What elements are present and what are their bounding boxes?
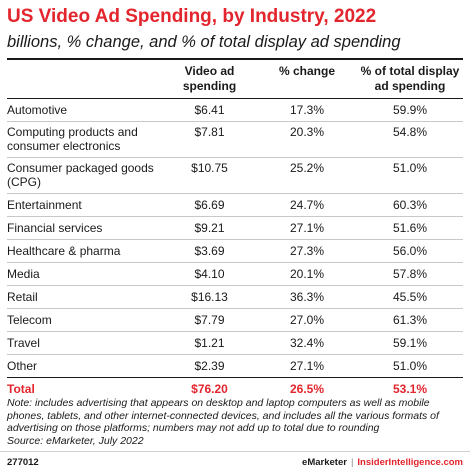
row-change: 25.2% (289, 161, 325, 175)
column-header-change: % change (278, 64, 335, 78)
note-text: Note: includes advertising that appears … (7, 397, 439, 434)
row-industry: Entertainment (7, 198, 82, 212)
brand-insider: InsiderIntelligence.com (357, 457, 463, 468)
row-industry: Media (7, 267, 40, 281)
table-row: Media $4.10 20.1% 57.8% (7, 263, 463, 286)
column-header-share: % of total display ad spending (360, 64, 460, 93)
table-row: Telecom $7.79 27.0% 61.3% (7, 309, 463, 332)
row-industry: Computing products and consumer electron… (7, 125, 138, 153)
row-industry: Other (7, 359, 38, 373)
table-row: Travel $1.21 32.4% 59.1% (7, 332, 463, 355)
footer-brand: eMarketer | InsiderIntelligence.com (302, 457, 463, 468)
row-industry: Retail (7, 290, 38, 304)
table-row: Other $2.39 27.1% 51.0% (7, 355, 463, 378)
row-change: 27.3% (289, 244, 325, 258)
table-row: Consumer packaged goods (CPG) $10.75 25.2%… (7, 158, 463, 194)
table-row: Automotive $6.41 17.3% 59.9% (7, 99, 463, 122)
row-share: 60.3% (392, 198, 428, 212)
total-change: 26.5% (289, 382, 325, 396)
chart-title: US Video Ad Spending, by Industry, 2022 (7, 6, 377, 27)
total-row: Total $76.20 26.5% 53.1% (7, 378, 463, 400)
table-row: Healthcare & pharma $3.69 27.3% 56.0% (7, 240, 463, 263)
row-share: 54.8% (392, 125, 428, 139)
brand-separator: | (350, 457, 354, 468)
row-change: 27.0% (289, 313, 325, 327)
row-industry: Travel (7, 336, 40, 350)
table-row: Entertainment $6.69 24.7% 60.3% (7, 194, 463, 217)
row-change: 20.3% (289, 125, 325, 139)
table-row: Computing products and consumer electron… (7, 122, 463, 158)
row-spending: $4.10 (194, 267, 225, 281)
row-change: 32.4% (289, 336, 325, 350)
row-spending: $6.69 (194, 198, 225, 212)
row-change: 27.1% (289, 221, 325, 235)
total-rule (7, 377, 463, 378)
total-spending: $76.20 (191, 382, 228, 396)
total-label: Total (7, 382, 35, 396)
row-share: 45.5% (392, 290, 428, 304)
chart-subtitle: billions, % change, and % of total displ… (7, 33, 401, 51)
table-row: Retail $16.13 36.3% 45.5% (7, 286, 463, 309)
source-text: Source: eMarketer, July 2022 (7, 434, 144, 447)
brand-emarketer: eMarketer (302, 457, 347, 468)
row-change: 36.3% (289, 290, 325, 304)
row-industry: Automotive (7, 103, 68, 117)
row-change: 24.7% (289, 198, 325, 212)
row-share: 59.9% (392, 103, 428, 117)
column-header-spending: Video ad spending (182, 64, 237, 93)
table-body: Automotive $6.41 17.3% 59.9% Computing produ… (7, 99, 463, 378)
footer: 277012 eMarketer | InsiderIntelligence.com (0, 451, 470, 475)
row-industry: Telecom (7, 313, 52, 327)
row-spending: $1.21 (194, 336, 225, 350)
row-change: 27.1% (289, 359, 325, 373)
row-change: 17.3% (289, 103, 325, 117)
table-row: Financial services $9.21 27.1% 51.6% (7, 217, 463, 240)
row-share: 51.6% (392, 221, 428, 235)
footnote: Note: includes advertising that appears … (7, 397, 463, 447)
row-spending: $9.21 (194, 221, 225, 235)
row-spending: $6.41 (194, 103, 225, 117)
row-share: 59.1% (392, 336, 428, 350)
row-share: 51.0% (392, 359, 428, 373)
row-spending: $7.79 (194, 313, 225, 327)
table-header: Video ad spending % change % of total di… (7, 60, 463, 99)
row-spending: $7.81 (194, 125, 225, 139)
row-industry: Healthcare & pharma (7, 244, 121, 258)
row-spending: $10.75 (191, 161, 228, 175)
total-share: 53.1% (392, 382, 428, 396)
row-share: 61.3% (392, 313, 428, 327)
row-share: 57.8% (392, 267, 428, 281)
row-spending: $16.13 (191, 290, 228, 304)
header-rule (7, 58, 463, 60)
row-share: 51.0% (392, 161, 428, 175)
row-spending: $2.39 (194, 359, 225, 373)
chart-id: 277012 (7, 457, 39, 468)
row-industry: Financial services (7, 221, 103, 235)
row-share: 56.0% (392, 244, 428, 258)
row-industry: Consumer packaged goods (CPG) (7, 161, 154, 189)
row-spending: $3.69 (194, 244, 225, 258)
row-change: 20.1% (289, 267, 325, 281)
